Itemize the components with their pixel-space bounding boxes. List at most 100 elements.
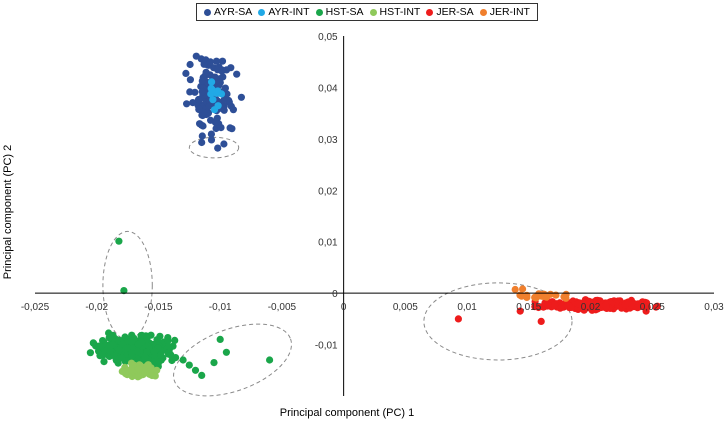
ayr-int-point <box>214 87 222 95</box>
jer-sa-point <box>602 301 610 309</box>
hst-int-point <box>127 365 135 373</box>
ayr-sa-point <box>195 105 203 113</box>
y-tick-label: 0,01 <box>318 238 338 249</box>
legend-label: JER-INT <box>489 6 530 18</box>
jer-int-point <box>562 294 570 302</box>
x-axis-title: Principal component (PC) 1 <box>280 407 415 419</box>
ayr-sa-point <box>186 88 194 96</box>
hst-sa-point <box>86 349 94 357</box>
ayr-sa-point <box>194 95 203 104</box>
legend: AYR-SA AYR-INT HST-SA HST-INT JER-SA JER-INT <box>196 3 538 21</box>
hst-sa-point <box>198 371 206 379</box>
legend-marker-icon <box>426 8 434 16</box>
ayr-sa-point <box>226 124 234 132</box>
legend-label: AYR-SA <box>214 6 253 18</box>
jer-sa-point <box>574 300 582 308</box>
hst-sa-point <box>134 347 142 356</box>
hst-sa-point <box>95 342 103 350</box>
legend-label: HST-INT <box>379 6 421 18</box>
x-tick-label: -0,02 <box>85 302 108 313</box>
ayr-sa-point <box>221 84 229 92</box>
hst-sa-point <box>89 339 97 347</box>
y-tick-label: -0,01 <box>315 341 338 352</box>
hst-sa-point <box>167 351 175 359</box>
x-tick-label: 0,025 <box>640 302 665 313</box>
hst-sa-point <box>123 344 132 352</box>
ayr-sa-point <box>237 93 245 101</box>
axes <box>35 36 714 396</box>
hst-sa-point <box>141 353 149 361</box>
x-tick-label: -0,01 <box>209 302 232 313</box>
hst-sa-point <box>266 356 274 364</box>
x-tick-label: -0,005 <box>268 302 297 313</box>
hst-sa-point <box>171 336 179 344</box>
legend-item-ayr-int: AYR-INT <box>258 6 310 18</box>
ayr-sa-point <box>192 52 200 60</box>
hst-sa-point <box>185 361 193 369</box>
legend-label: HST-SA <box>325 6 364 18</box>
jer-sa-point <box>454 315 462 323</box>
jer-int-point <box>552 291 560 299</box>
jer-sa-point <box>642 307 650 315</box>
ayr-int-point <box>208 78 216 86</box>
hst-sa-point <box>120 287 128 295</box>
hst-sa-point <box>156 332 164 340</box>
legend-item-jer-int: JER-INT <box>479 6 530 18</box>
hst-int-point <box>151 372 159 380</box>
hst-sa-point <box>130 334 138 342</box>
x-tick-label: 0,02 <box>581 302 601 313</box>
hst-int-point <box>118 367 126 375</box>
ayr-sa-point <box>198 132 206 140</box>
jer-sa-point <box>621 301 629 309</box>
hst-sa-point <box>109 341 117 349</box>
ayr-sa-point <box>225 96 233 105</box>
jer-sa-point <box>653 302 662 310</box>
jer-sa-point <box>637 301 645 309</box>
ayr-sa-point <box>186 60 194 69</box>
hst-sa-point <box>150 348 158 356</box>
y-axis-title: Principal component (PC) 2 <box>2 145 14 280</box>
y-tick-label: 0,05 <box>318 32 338 43</box>
ayr-int-point <box>214 102 222 110</box>
jer-sa-point <box>537 317 545 325</box>
hst-int-point <box>135 365 143 373</box>
legend-marker-icon <box>479 8 487 16</box>
ayr-sa-point <box>218 57 227 65</box>
hst-sa-point <box>191 366 200 374</box>
x-tick-label: -0,025 <box>21 302 50 313</box>
ayr-sa-point <box>189 99 197 107</box>
ayr-sa-point <box>200 60 208 68</box>
hst-sa-point <box>121 333 129 341</box>
hst-sa-point <box>118 354 126 362</box>
ayr-sa-point <box>214 144 222 152</box>
x-tick-label: 0,015 <box>516 302 541 313</box>
ayr-sa-point <box>212 57 221 65</box>
ayr-sa-point <box>198 77 206 85</box>
ayr-sa-point <box>205 102 213 110</box>
legend-marker-icon <box>369 8 377 16</box>
tick-labels: -0,025 -0,02 -0,015 -0,01 -0,005 0 0,005 0,01 0,… <box>21 32 724 352</box>
jer-sa-point <box>567 303 575 312</box>
cluster-outline-ellipse <box>423 282 573 361</box>
ayr-sa-point <box>229 106 237 114</box>
jer-sa-point <box>585 297 593 305</box>
hst-sa-point <box>128 349 136 357</box>
ayr-sa-point <box>233 70 241 78</box>
x-tick-label: 0 <box>341 302 347 313</box>
ayr-sa-point <box>207 130 215 138</box>
ayr-sa-point <box>183 100 191 108</box>
hst-int-point <box>134 373 142 381</box>
hst-sa-point <box>100 358 108 366</box>
y-tick-label: 0,02 <box>318 186 338 197</box>
legend-item-jer-sa: JER-SA <box>426 6 474 18</box>
legend-item-ayr-sa: AYR-SA <box>204 6 252 18</box>
y-tick-label: 0 <box>332 289 338 300</box>
y-tick-label: 0,03 <box>318 135 338 146</box>
hst-sa-point <box>216 335 224 343</box>
hst-sa-point <box>137 338 146 346</box>
hst-sa-point <box>106 347 114 355</box>
ayr-sa-point <box>218 66 226 74</box>
x-tick-label: 0,03 <box>704 302 724 313</box>
jer-sa-point <box>541 299 549 307</box>
hst-sa-point <box>109 331 117 339</box>
